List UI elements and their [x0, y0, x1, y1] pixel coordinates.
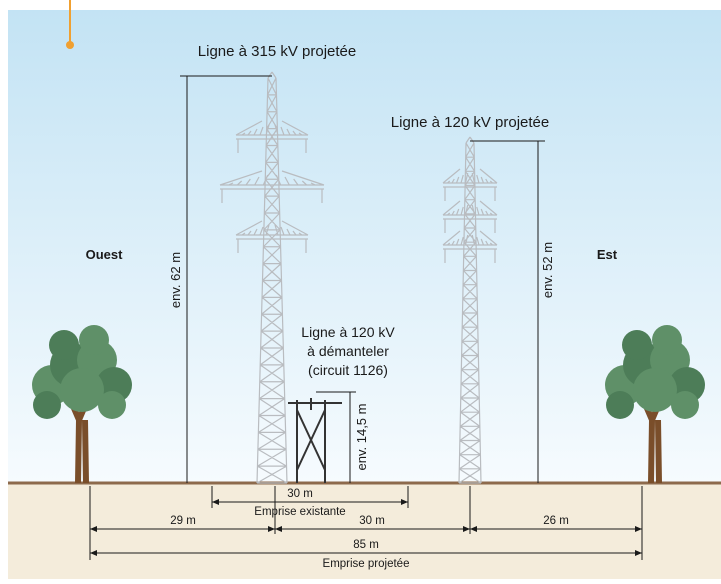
old-line-3: (circuit 1126)	[308, 362, 388, 378]
dims	[89, 486, 643, 560]
dim-29: 29 m	[170, 515, 196, 527]
pole-frame	[288, 398, 342, 483]
dim-existing-label: Emprise existante	[254, 506, 345, 518]
east: Est	[597, 247, 618, 262]
tower	[219, 71, 325, 484]
dim-existing: 30 m	[287, 488, 313, 500]
dim-30: 30 m	[359, 515, 385, 527]
old-line-1: Ligne à 120 kV	[301, 324, 395, 340]
foliage	[652, 325, 682, 355]
title-120: Ligne à 120 kV projetée	[391, 114, 549, 131]
dim-26: 26 m	[543, 515, 569, 527]
foliage	[633, 368, 677, 412]
old-line-2: à démanteler	[307, 343, 389, 359]
height-315: env. 62 m	[168, 252, 183, 308]
height-old: env. 14,5 m	[354, 404, 369, 471]
foliage	[671, 391, 699, 419]
marker-dot	[66, 41, 74, 49]
sky	[8, 10, 721, 483]
foliage	[98, 391, 126, 419]
title-315: Ligne à 315 kV projetée	[198, 43, 356, 60]
tower-lattice	[442, 136, 498, 484]
towers	[219, 71, 498, 484]
dim-85: 85 m	[353, 539, 379, 551]
tower-lattice	[219, 71, 325, 484]
foliage	[606, 391, 634, 419]
foliage	[33, 391, 61, 419]
west: Ouest	[86, 247, 124, 262]
foliage	[49, 330, 79, 360]
foliage	[60, 368, 104, 412]
tree	[32, 325, 132, 484]
height-120: env. 52 m	[540, 242, 555, 298]
old-pole	[288, 398, 342, 483]
foliage	[79, 325, 109, 355]
dim-85-label: Emprise projetée	[323, 558, 410, 570]
trees	[32, 325, 705, 484]
tower	[442, 136, 498, 484]
tree	[605, 325, 705, 484]
foliage	[622, 330, 652, 360]
